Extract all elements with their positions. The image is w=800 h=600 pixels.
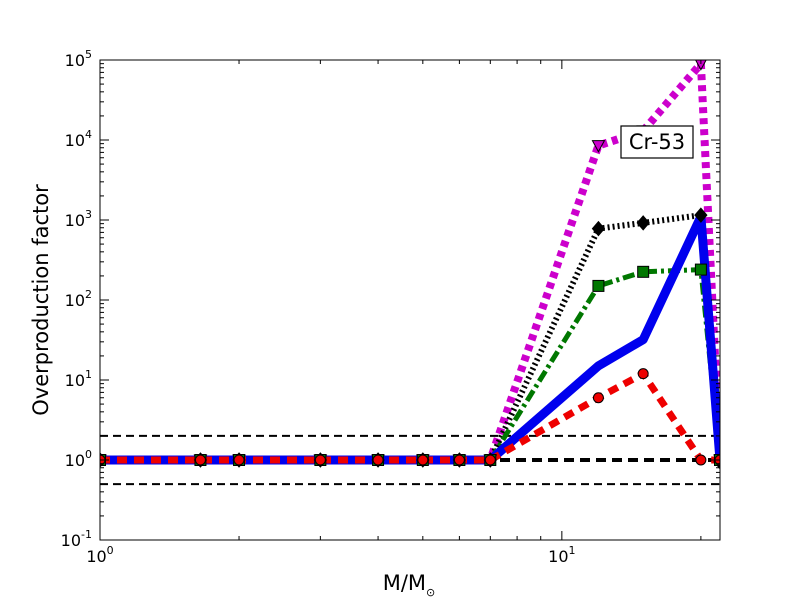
- x-tick-label-0: 100: [86, 544, 113, 566]
- y-tick-label-1: 100: [65, 448, 92, 470]
- y-tick-label-4: 103: [65, 208, 92, 230]
- series-4-point-10: [695, 454, 707, 466]
- series-0-point-8: [591, 140, 606, 153]
- annotation-frame: [620, 125, 694, 159]
- y-axis-label: Overproduction factor: [29, 184, 53, 416]
- y-tick-label-3: 102: [65, 288, 92, 310]
- annotation-box: Cr-53: [620, 125, 694, 159]
- y-tick-label-6: 105: [65, 48, 92, 70]
- y-tick-label-5: 104: [65, 128, 92, 150]
- y-tick-label-0: 10-1: [61, 528, 92, 550]
- x-axis-label: M/M⊙: [383, 571, 436, 599]
- series-4-line: [100, 370, 720, 464]
- series-4-point-4: [372, 454, 384, 466]
- series-4-point-9: [637, 368, 649, 380]
- series-4-point-6: [453, 454, 465, 466]
- y-tick-label-2: 101: [65, 368, 92, 390]
- series-2-point-9: [637, 265, 650, 278]
- annotation-label: Cr-53: [629, 130, 685, 154]
- series-1-point-9: [636, 215, 650, 231]
- series-1-point-10: [694, 207, 708, 223]
- series-4-point-8: [592, 392, 604, 404]
- series-4-point-1: [194, 454, 206, 466]
- x-tick-label-1: 101: [548, 544, 575, 566]
- series-4-point-2: [233, 454, 245, 466]
- series-2-point-10: [694, 263, 707, 276]
- series-4-point-3: [314, 454, 326, 466]
- series-4-point-5: [417, 454, 429, 466]
- series-4-point-7: [484, 454, 496, 466]
- series-1-point-8: [591, 220, 606, 237]
- series-2-point-8: [592, 279, 605, 292]
- series-0-point-10: [695, 60, 707, 71]
